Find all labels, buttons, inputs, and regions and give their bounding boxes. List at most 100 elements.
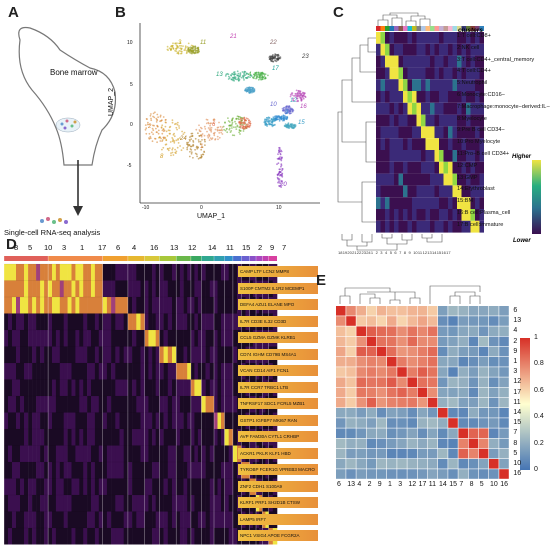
corr-cell — [468, 448, 479, 459]
marker-cell — [94, 511, 100, 528]
umap-point — [279, 57, 282, 60]
marker-cell — [176, 313, 181, 330]
corr-scale-tick: 0 — [534, 466, 538, 473]
heat-cell — [470, 185, 475, 198]
column-annotation — [389, 26, 394, 31]
marker-cell — [159, 445, 164, 462]
umap-point — [166, 45, 169, 48]
umap-point — [288, 109, 290, 112]
marker-cell — [83, 511, 88, 528]
heat-cell — [479, 126, 484, 139]
heat-cell — [403, 138, 408, 150]
corr-cell — [478, 459, 489, 469]
marker-cell — [119, 346, 124, 363]
heat-cell — [416, 209, 421, 221]
marker-cell — [16, 280, 21, 297]
umap-point — [302, 91, 304, 94]
marker-cell — [16, 528, 21, 545]
corr-cell — [438, 306, 448, 316]
marker-cell — [190, 445, 195, 462]
heat-cell — [425, 150, 430, 162]
marker-cell — [91, 396, 96, 413]
marker-cell — [87, 346, 92, 363]
umap-point — [239, 72, 242, 75]
marker-cell — [48, 429, 53, 446]
umap-point — [159, 115, 162, 118]
marker-cell — [127, 363, 133, 380]
marker-cell — [98, 478, 103, 495]
umap-point — [276, 174, 279, 177]
marker-cell — [172, 495, 177, 512]
marker-cell — [179, 429, 184, 446]
umap-point — [254, 72, 257, 75]
umap-point — [149, 114, 152, 117]
marker-cell — [32, 297, 37, 314]
marker-cell — [140, 429, 145, 446]
corr-cell — [336, 387, 346, 398]
marker-cell — [221, 495, 225, 512]
marker-cell — [98, 363, 103, 380]
heat-cell — [479, 185, 484, 198]
marker-cell — [102, 429, 108, 446]
heat-cell — [466, 114, 471, 127]
marker-cell — [127, 313, 133, 330]
marker-cell — [197, 429, 202, 446]
heat-cell — [434, 91, 439, 103]
marker-cell — [91, 346, 96, 363]
marker-cell — [205, 429, 211, 446]
corr-cell — [489, 418, 499, 428]
umap-point — [278, 182, 281, 184]
umap-point — [238, 78, 241, 81]
corr-cell — [458, 428, 468, 438]
corr-cell — [407, 438, 417, 449]
heat-cell — [403, 114, 408, 127]
marker-cell — [32, 462, 37, 479]
marker-cell — [48, 495, 53, 512]
umap-point — [231, 119, 233, 122]
corr-cell — [489, 306, 499, 316]
corr-cell — [448, 408, 458, 418]
umap-point — [189, 148, 192, 150]
marker-cell — [4, 346, 9, 363]
marker-cell — [201, 462, 206, 479]
heat-cell — [457, 150, 462, 162]
marker-cell — [75, 495, 80, 512]
marker-cell — [136, 478, 141, 495]
marker-cell — [176, 478, 181, 495]
corr-cell — [438, 387, 448, 398]
marker-cell — [79, 478, 84, 495]
marker-cell — [155, 346, 160, 363]
marker-cell — [79, 264, 84, 281]
marker-cell — [67, 280, 72, 297]
heat-cell — [412, 161, 417, 174]
marker-cell — [87, 379, 92, 396]
corr-cell — [417, 336, 428, 347]
marker-cell — [163, 511, 169, 528]
heat-cell — [457, 91, 462, 103]
marker-cell — [36, 330, 41, 347]
marker-cell — [228, 445, 234, 462]
heat-cell — [394, 114, 399, 127]
marker-cell — [127, 330, 133, 347]
heat-cell — [416, 43, 421, 56]
corr-scale-tick: 1 — [534, 334, 538, 341]
heat-cell — [457, 220, 462, 233]
umap-point — [197, 139, 200, 141]
umap-point — [239, 120, 242, 123]
marker-cell — [159, 346, 164, 363]
marker-cell — [159, 462, 164, 479]
marker-cell — [79, 313, 84, 330]
marker-cell — [111, 379, 116, 396]
umap-point — [194, 148, 196, 151]
corr-scale-tick: 0.2 — [534, 439, 544, 447]
marker-cell — [172, 429, 177, 446]
marker-cell — [194, 297, 199, 314]
corr-cell — [427, 448, 438, 459]
marker-cell — [176, 297, 181, 314]
marker-cell — [24, 412, 29, 429]
marker-cell — [190, 429, 195, 446]
heat-cell — [448, 114, 453, 127]
umap-point — [175, 150, 178, 153]
marker-cell — [187, 396, 192, 413]
column-annotation — [430, 26, 435, 31]
